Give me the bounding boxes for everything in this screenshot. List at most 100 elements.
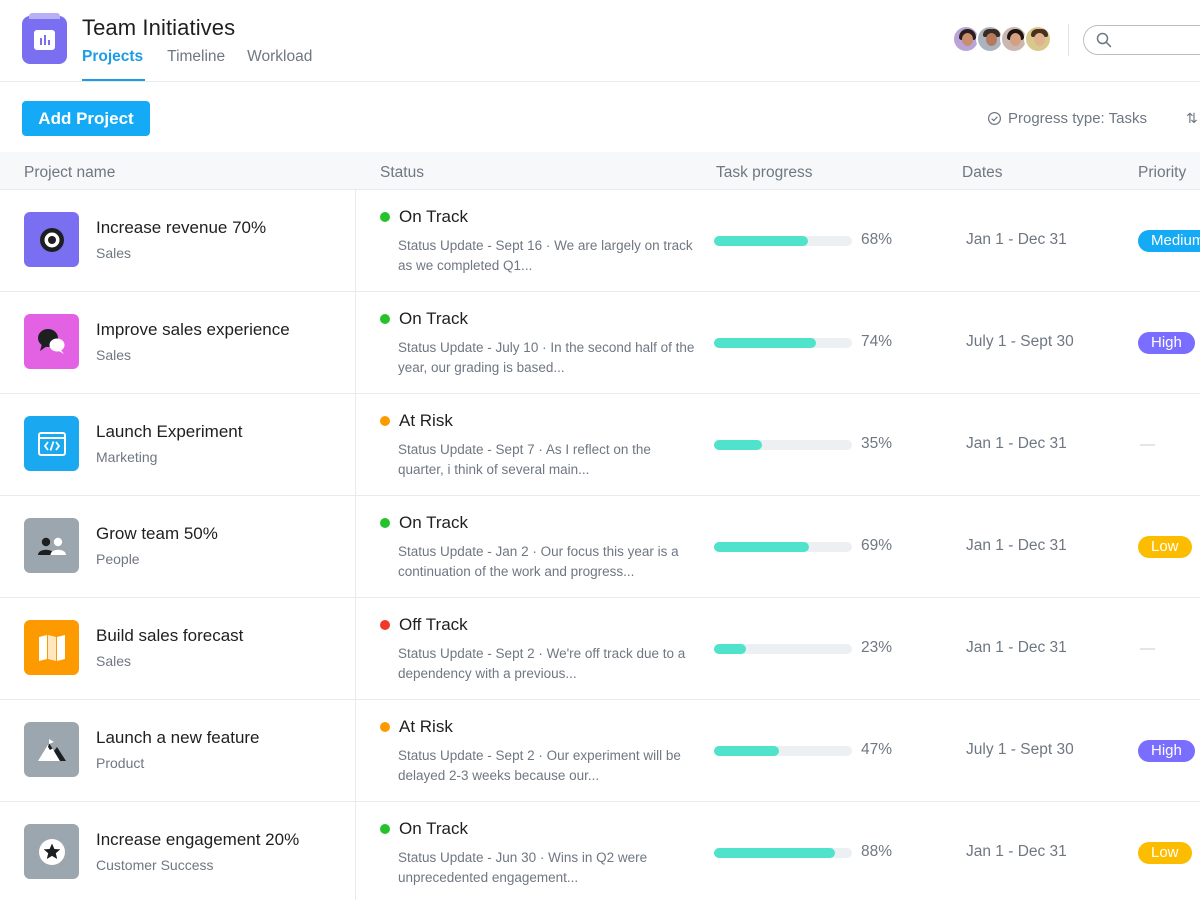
project-team: Sales xyxy=(96,653,132,669)
progress-percent: 35% xyxy=(861,435,893,452)
priority-badge: — xyxy=(1140,640,1155,657)
priority-badge[interactable]: Medium xyxy=(1138,230,1200,252)
project-dates[interactable]: Jan 1 - Dec 31 xyxy=(966,639,1067,656)
progress-bar xyxy=(714,440,852,450)
status-label[interactable]: On Track xyxy=(399,819,468,838)
project-dates[interactable]: Jan 1 - Dec 31 xyxy=(966,435,1067,452)
project-name[interactable]: Launch Experiment xyxy=(96,422,243,441)
table-row[interactable]: Increase engagement 20% Customer Success… xyxy=(0,802,1200,900)
mountain-icon xyxy=(24,722,79,777)
table-row[interactable]: Build sales forecast Sales Off Track Sta… xyxy=(0,598,1200,700)
status-dot-icon xyxy=(380,722,390,732)
status-label[interactable]: Off Track xyxy=(399,615,468,634)
progress-bar-fill xyxy=(714,338,816,348)
project-name[interactable]: Improve sales experience xyxy=(96,320,290,339)
app-icon xyxy=(22,13,67,64)
column-header-project-name[interactable]: Project name xyxy=(24,164,116,181)
progress-percent: 88% xyxy=(861,843,893,860)
chat-bubbles-icon xyxy=(24,314,79,369)
project-name[interactable]: Build sales forecast xyxy=(96,626,244,645)
search-input[interactable] xyxy=(1083,25,1200,55)
column-header-task-progress[interactable]: Task progress xyxy=(716,164,813,181)
status-dot-icon xyxy=(380,620,390,630)
priority-badge: — xyxy=(1140,436,1155,453)
column-header-status[interactable]: Status xyxy=(380,164,424,181)
status-update-text[interactable]: Status Update - July 10 · In the second … xyxy=(398,340,695,375)
status-update-text[interactable]: Status Update - Sept 16 · We are largely… xyxy=(398,238,693,273)
tab-workload[interactable]: Workload xyxy=(247,48,313,65)
member-avatars[interactable] xyxy=(952,25,1052,53)
progress-bar-fill xyxy=(714,848,835,858)
avatar[interactable] xyxy=(952,25,980,53)
priority-badge[interactable]: High xyxy=(1138,332,1195,354)
people-icon xyxy=(24,518,79,573)
tab-projects[interactable]: Projects xyxy=(82,47,146,81)
table-row[interactable]: Grow team 50% People On Track Status Upd… xyxy=(0,496,1200,598)
progress-percent: 68% xyxy=(861,231,893,248)
progress-percent: 47% xyxy=(861,741,893,758)
project-team: Sales xyxy=(96,245,132,261)
progress-bar xyxy=(714,746,852,756)
status-update-text[interactable]: Status Update - Sept 7 · As I reflect on… xyxy=(398,442,651,477)
column-header-priority[interactable]: Priority xyxy=(1138,164,1187,181)
progress-bar xyxy=(714,236,852,246)
header-divider xyxy=(0,81,1200,82)
progress-type-selector[interactable]: Progress type: Tasks xyxy=(987,110,1147,127)
add-project-button[interactable]: Add Project xyxy=(22,101,150,136)
progress-bar-fill xyxy=(714,644,746,654)
status-label[interactable]: On Track xyxy=(399,309,468,328)
page-title: Team Initiatives xyxy=(82,15,236,40)
table-row[interactable]: Increase revenue 70% Sales On Track Stat… xyxy=(0,190,1200,292)
status-update-text[interactable]: Status Update - Jan 2 · Our focus this y… xyxy=(398,544,679,579)
status-dot-icon xyxy=(380,212,390,222)
status-dot-icon xyxy=(380,518,390,528)
table-row[interactable]: Launch a new feature Product At Risk Sta… xyxy=(0,700,1200,802)
project-team: People xyxy=(96,551,140,567)
tab-timeline[interactable]: Timeline xyxy=(167,48,226,65)
project-dates[interactable]: July 1 - Sept 30 xyxy=(966,333,1074,350)
project-dates[interactable]: Jan 1 - Dec 31 xyxy=(966,537,1067,554)
view-tabs: Projects Timeline Workload xyxy=(82,47,334,81)
status-label[interactable]: On Track xyxy=(399,207,468,226)
search-icon xyxy=(1096,32,1112,48)
progress-percent: 74% xyxy=(861,333,893,350)
progress-bar xyxy=(714,644,852,654)
priority-badge[interactable]: Low xyxy=(1138,536,1192,558)
progress-bar-fill xyxy=(714,746,779,756)
map-icon xyxy=(24,620,79,675)
priority-badge[interactable]: High xyxy=(1138,740,1195,762)
status-update-text[interactable]: Status Update - Jun 30 · Wins in Q2 were… xyxy=(398,850,648,885)
status-update-text[interactable]: Status Update - Sept 2 · We're off track… xyxy=(398,646,686,681)
project-name[interactable]: Increase revenue 70% xyxy=(96,218,267,237)
project-dates[interactable]: Jan 1 - Dec 31 xyxy=(966,231,1067,248)
status-label[interactable]: On Track xyxy=(399,513,468,532)
project-dates[interactable]: Jan 1 - Dec 31 xyxy=(966,843,1067,860)
header-divider xyxy=(1068,24,1069,56)
column-header-dates[interactable]: Dates xyxy=(962,164,1003,181)
status-dot-icon xyxy=(380,416,390,426)
table-header: Project name Status Task progress Dates … xyxy=(0,152,1200,190)
project-team: Product xyxy=(96,755,145,771)
table-row[interactable]: Improve sales experience Sales On Track … xyxy=(0,292,1200,394)
status-label[interactable]: At Risk xyxy=(399,411,453,430)
progress-type-label: Progress type: Tasks xyxy=(1008,110,1147,127)
project-name[interactable]: Launch a new feature xyxy=(96,728,260,747)
status-dot-icon xyxy=(380,314,390,324)
sort-icon[interactable]: ⇅ xyxy=(1186,110,1198,126)
progress-bar-fill xyxy=(714,542,809,552)
status-dot-icon xyxy=(380,824,390,834)
project-name[interactable]: Increase engagement 20% xyxy=(96,830,300,849)
project-name[interactable]: Grow team 50% xyxy=(96,524,218,543)
status-label[interactable]: At Risk xyxy=(399,717,453,736)
status-update-text[interactable]: Status Update - Sept 2 · Our experiment … xyxy=(398,748,681,783)
table-row[interactable]: Launch Experiment Marketing At Risk Stat… xyxy=(0,394,1200,496)
progress-bar xyxy=(714,338,852,348)
avatar[interactable] xyxy=(1024,25,1052,53)
project-team: Marketing xyxy=(96,449,158,465)
project-dates[interactable]: July 1 - Sept 30 xyxy=(966,741,1074,758)
project-team: Sales xyxy=(96,347,132,363)
priority-badge[interactable]: Low xyxy=(1138,842,1192,864)
code-window-icon xyxy=(24,416,79,471)
progress-bar xyxy=(714,848,852,858)
progress-bar xyxy=(714,542,852,552)
